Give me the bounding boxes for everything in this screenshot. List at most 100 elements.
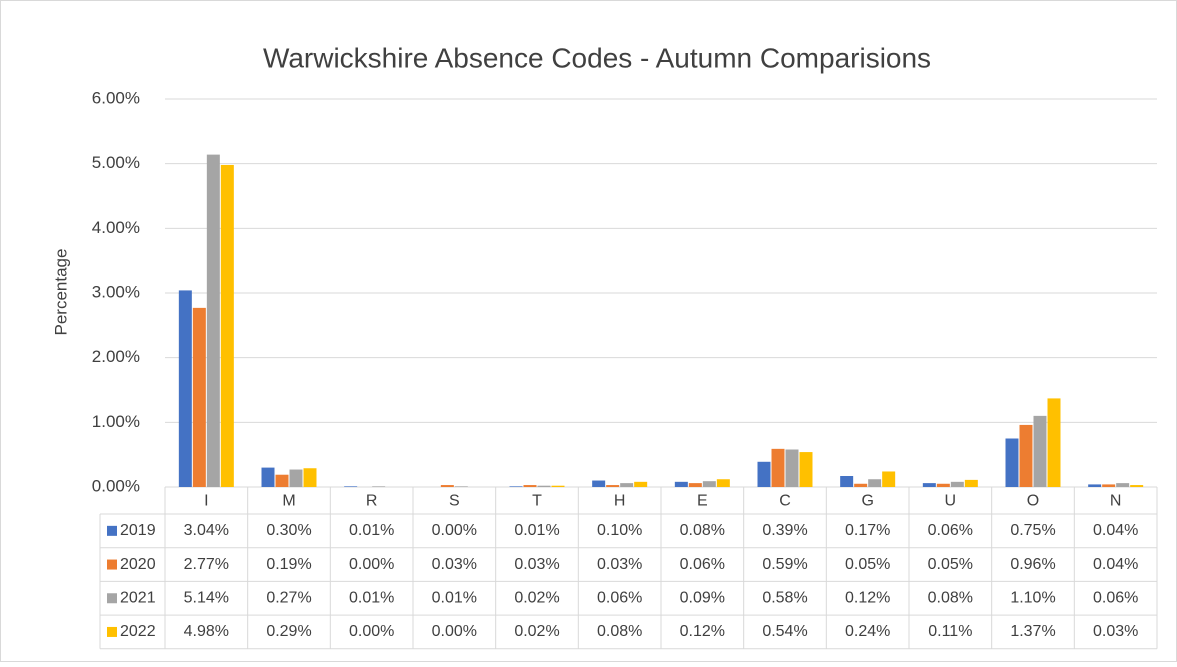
table-value: 0.58% [762, 589, 807, 606]
bar [592, 480, 606, 487]
bar [1102, 484, 1116, 487]
table-value: 3.04% [184, 522, 229, 539]
table-value: 0.05% [928, 556, 973, 573]
x-tick-label: T [532, 493, 542, 510]
table-value: 0.39% [762, 522, 807, 539]
x-tick-label: G [861, 493, 873, 510]
bar [440, 485, 454, 487]
table-value: 0.00% [432, 623, 477, 640]
legend-swatch [107, 626, 117, 637]
legend-label: 2019 [120, 522, 156, 539]
x-tick-label: C [779, 493, 791, 510]
table-value: 0.11% [928, 623, 972, 640]
table-value: 0.27% [266, 589, 311, 606]
x-tick-label: N [1110, 493, 1122, 510]
table-value: 0.08% [597, 623, 642, 640]
y-tick-label: 0.00% [92, 476, 140, 495]
legend-label: 2022 [120, 623, 156, 640]
legend-swatch [107, 559, 117, 570]
bar [771, 448, 785, 487]
table-value: 0.00% [349, 623, 394, 640]
table-value: 0.01% [514, 522, 559, 539]
bar [551, 485, 565, 487]
table-value: 0.09% [680, 589, 725, 606]
x-tick-label: R [366, 493, 378, 510]
bar [840, 476, 854, 487]
table-value: 0.10% [597, 522, 642, 539]
table-value: 0.03% [597, 556, 642, 573]
bar [634, 481, 648, 487]
bar [1088, 484, 1102, 487]
bar [868, 479, 882, 487]
table-value: 0.00% [349, 556, 394, 573]
table-value: 0.75% [1010, 522, 1055, 539]
table-value: 0.06% [680, 556, 725, 573]
table-value: 0.19% [266, 556, 311, 573]
bar [606, 485, 620, 487]
bar [688, 483, 702, 487]
legend-swatch [107, 593, 117, 604]
bar [372, 486, 386, 487]
bar [922, 483, 936, 487]
table-value: 0.05% [845, 556, 890, 573]
table-value: 1.10% [1010, 589, 1055, 606]
bar [964, 479, 978, 487]
table-value: 0.01% [349, 522, 394, 539]
table-value: 0.04% [1093, 556, 1138, 573]
table-value: 0.24% [845, 623, 890, 640]
table-value: 0.02% [514, 623, 559, 640]
table-value: 0.08% [928, 589, 973, 606]
y-tick-label: 3.00% [92, 282, 140, 301]
bar [206, 154, 220, 487]
bar [1033, 415, 1047, 487]
chart-title: Warwickshire Absence Codes - Autumn Comp… [263, 42, 931, 73]
table-value: 0.12% [680, 623, 725, 640]
bar [1116, 483, 1130, 487]
table-value: 0.54% [762, 623, 807, 640]
y-axis-label: Percentage [51, 249, 70, 336]
table-value: 0.03% [514, 556, 559, 573]
x-tick-label: M [282, 493, 295, 510]
x-tick-label: I [204, 493, 208, 510]
legend-swatch [107, 525, 117, 536]
table-value: 0.03% [432, 556, 477, 573]
table-value: 0.30% [266, 522, 311, 539]
legend-label: 2020 [120, 556, 156, 573]
x-tick-label: S [449, 493, 460, 510]
table-value: 0.03% [1093, 623, 1138, 640]
bar [303, 468, 317, 487]
table-value: 0.01% [432, 589, 477, 606]
bar [178, 290, 192, 487]
bar [936, 483, 950, 487]
table-value: 0.06% [928, 522, 973, 539]
y-tick-label: 5.00% [92, 153, 140, 172]
table-value: 5.14% [184, 589, 229, 606]
table-value: 0.02% [514, 589, 559, 606]
bar [537, 485, 551, 487]
bar [1019, 424, 1033, 487]
bar [1130, 485, 1144, 487]
table-value: 0.06% [1093, 589, 1138, 606]
bar [1047, 398, 1061, 487]
bar [702, 481, 716, 487]
table-value: 0.17% [845, 522, 890, 539]
bar [950, 481, 964, 487]
table-value: 0.96% [1010, 556, 1055, 573]
table-value: 0.06% [597, 589, 642, 606]
y-tick-label: 1.00% [92, 412, 140, 431]
table-value: 0.01% [349, 589, 394, 606]
bar [716, 479, 730, 487]
bar [454, 486, 468, 487]
bar [289, 469, 303, 487]
x-tick-label: H [614, 493, 626, 510]
y-tick-label: 4.00% [92, 218, 140, 237]
y-tick-label: 2.00% [92, 347, 140, 366]
bar [757, 461, 771, 487]
bar [220, 164, 234, 487]
x-tick-label: E [697, 493, 708, 510]
x-tick-label: U [945, 493, 957, 510]
bar [674, 481, 688, 487]
bar [509, 486, 523, 487]
